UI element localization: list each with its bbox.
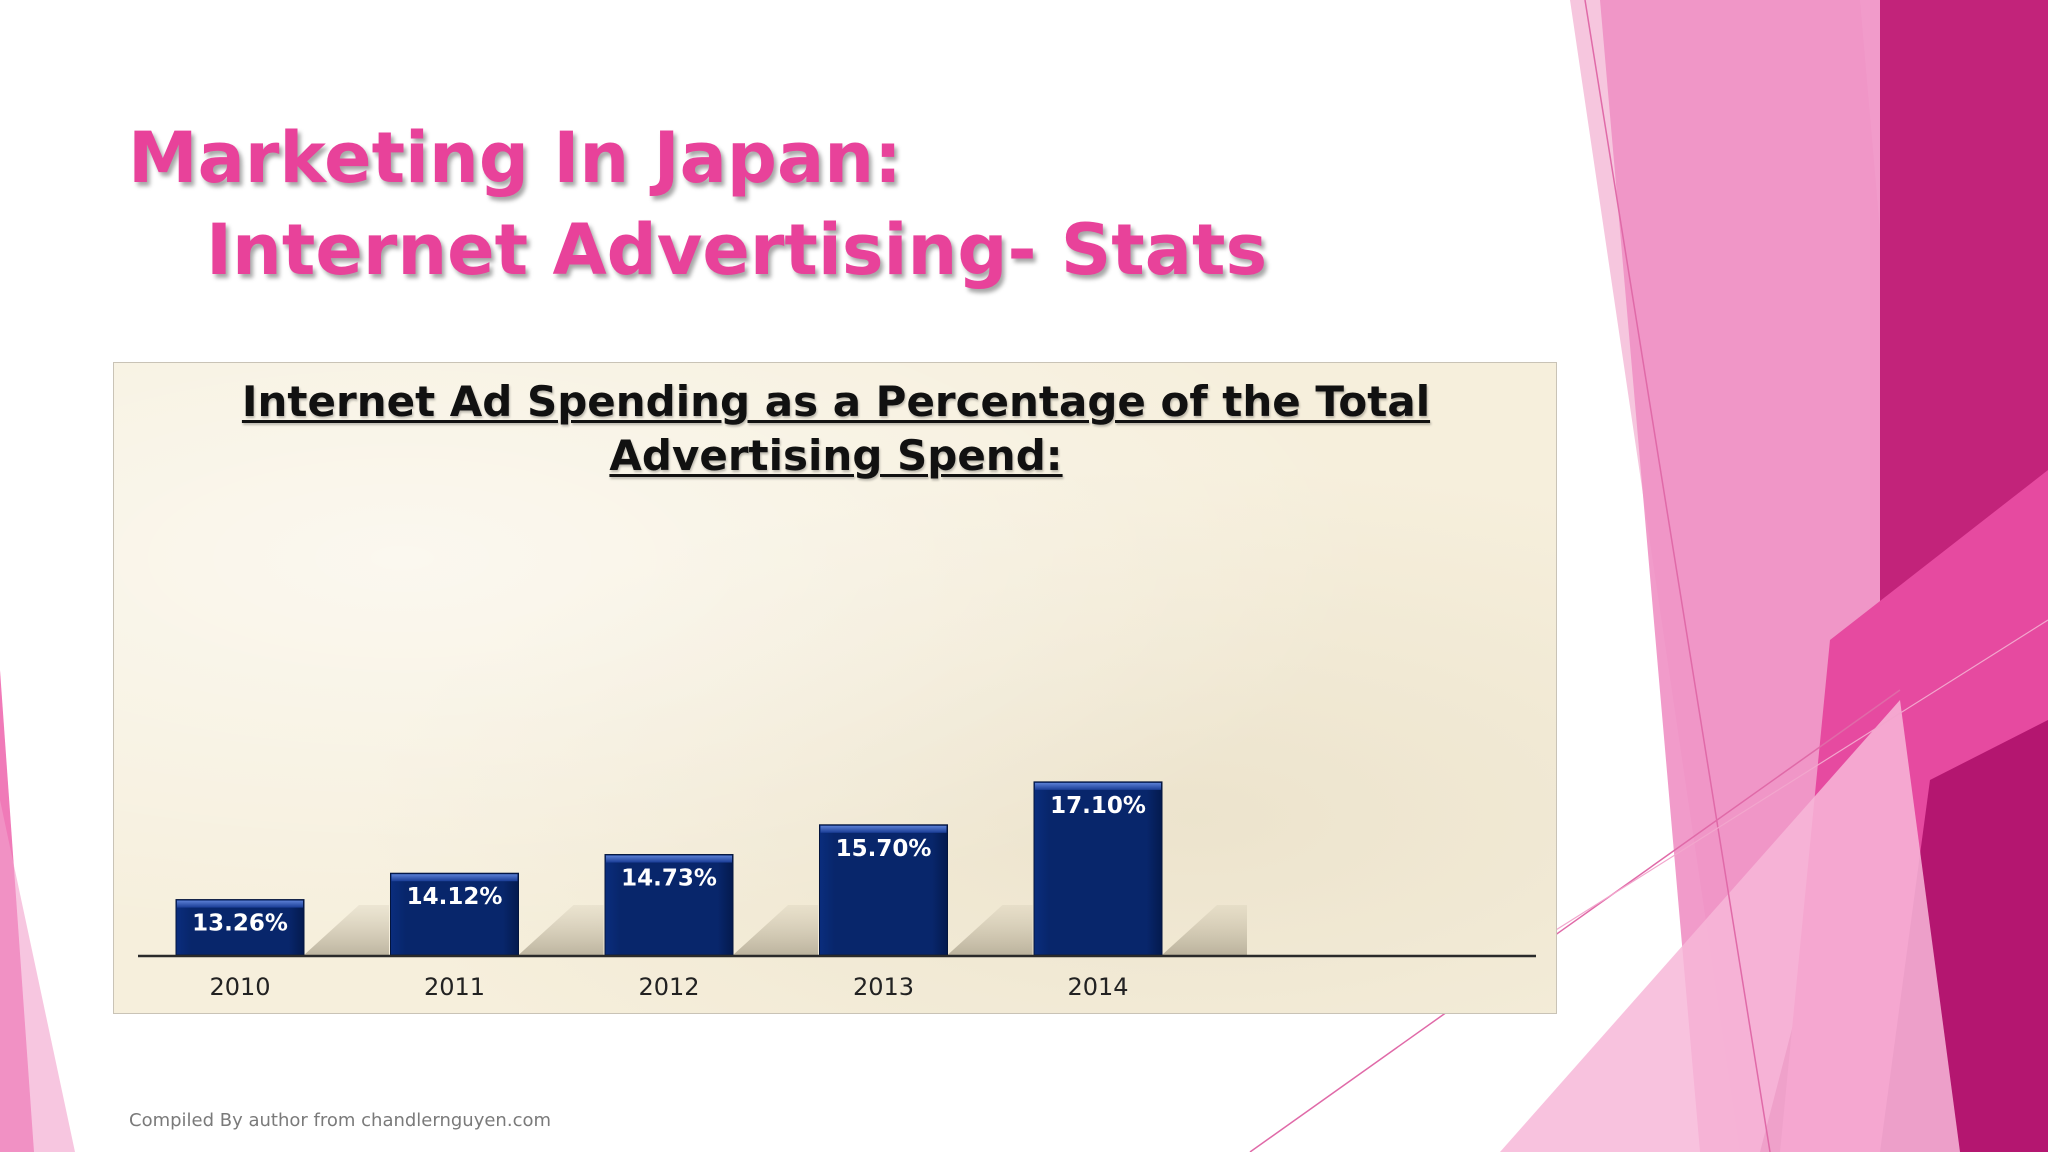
source-note: Compiled By author from chandlernguyen.c… bbox=[129, 1110, 552, 1131]
bar-cap-2010 bbox=[177, 900, 303, 908]
bar-value-label-2011: 14.12% bbox=[407, 884, 503, 910]
bar-2014 bbox=[1033, 781, 1163, 956]
bar-shadow-2013 bbox=[947, 905, 1033, 955]
x-tick-label-2011: 2011 bbox=[424, 973, 485, 1001]
left-pink-strip-shadow bbox=[0, 800, 75, 1152]
thin-accent-line bbox=[1584, 0, 1771, 1152]
bar-value-label-2012: 14.73% bbox=[621, 866, 717, 892]
bar-2013 bbox=[819, 824, 948, 956]
bar-2012 bbox=[604, 854, 734, 956]
bar-cap-2013 bbox=[820, 825, 947, 833]
bar-cap-2012 bbox=[606, 855, 732, 863]
x-tick-label-2012: 2012 bbox=[638, 973, 699, 1001]
bar-2011 bbox=[390, 872, 519, 956]
bar-shadow-2012 bbox=[733, 905, 818, 955]
bar-shadow-2010 bbox=[304, 905, 389, 955]
thin-accent-line-2 bbox=[1249, 689, 1901, 1152]
chart-title-line2: Advertising Spend: bbox=[609, 431, 1063, 480]
bar-value-label-2010: 13.26% bbox=[192, 911, 288, 937]
right-pale-facet bbox=[1500, 700, 1960, 1152]
bar-2010 bbox=[175, 899, 305, 956]
x-tick-label-2013: 2013 bbox=[853, 973, 914, 1001]
x-tick-label-2010: 2010 bbox=[209, 973, 270, 1001]
chart-panel: 13.26% 2010 14.12% 2011 14.73% 2012 15.70% 2013… bbox=[113, 362, 1557, 1014]
bar-value-label-2013: 15.70% bbox=[836, 836, 932, 862]
chart-title: Internet Ad Spending as a Percentage of … bbox=[114, 375, 1558, 483]
chart-title-line1: Internet Ad Spending as a Percentage of … bbox=[241, 377, 1431, 426]
slide-title: Marketing In Japan: Internet Advertising… bbox=[128, 112, 1267, 296]
bar-cap-2011 bbox=[391, 874, 518, 882]
bar-shadow-2014 bbox=[1162, 905, 1247, 955]
slide-title-line1: Marketing In Japan: bbox=[128, 117, 903, 199]
thin-accent-line-3 bbox=[1539, 619, 2048, 941]
bar-value-label-2014: 17.10% bbox=[1050, 793, 1146, 819]
x-tick-label-2014: 2014 bbox=[1067, 973, 1128, 1001]
bar-cap-2014 bbox=[1035, 782, 1161, 790]
bar-chart: 13.26% 2010 14.12% 2011 14.73% 2012 15.70% 2013… bbox=[138, 781, 1536, 1001]
slide-title-line2: Internet Advertising- Stats bbox=[206, 209, 1268, 291]
bar-shadow-2011 bbox=[518, 905, 604, 955]
